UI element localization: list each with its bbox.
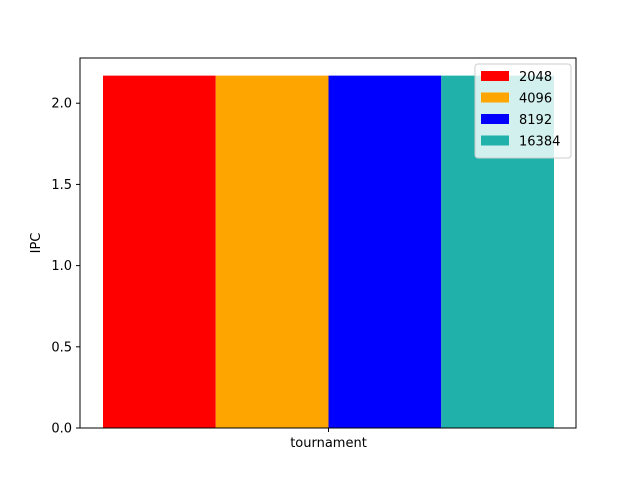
y-tick-label: 2.0 [51,97,72,112]
y-axis-label: IPC [29,233,44,254]
y-tick-label: 1.0 [51,259,72,274]
legend-box [474,63,572,159]
y-axis: 0.0 0.5 1.0 1.5 2.0 [51,97,80,437]
legend-swatch-4096 [481,92,509,103]
bar-8192 [328,75,442,428]
legend-swatch-2048 [481,71,509,81]
legend-swatch-16384 [481,135,509,146]
x-axis: tournament [290,428,367,451]
legend-label-16384: 16384 [519,135,560,150]
legend-label-8192: 8192 [519,113,552,128]
legend-label-4096: 4096 [519,92,552,107]
bar-2048 [103,75,216,428]
y-tick-label: 0.0 [51,422,72,437]
legend-label-2048: 2048 [519,70,552,85]
bar-4096 [215,75,329,428]
x-tick-label: tournament [290,436,367,451]
legend-swatch-8192 [481,114,509,124]
bars-group [103,75,554,428]
legend: 2048 4096 8192 16384 [474,63,572,159]
y-tick-label: 1.5 [51,178,72,193]
y-tick-label: 0.5 [51,340,72,355]
